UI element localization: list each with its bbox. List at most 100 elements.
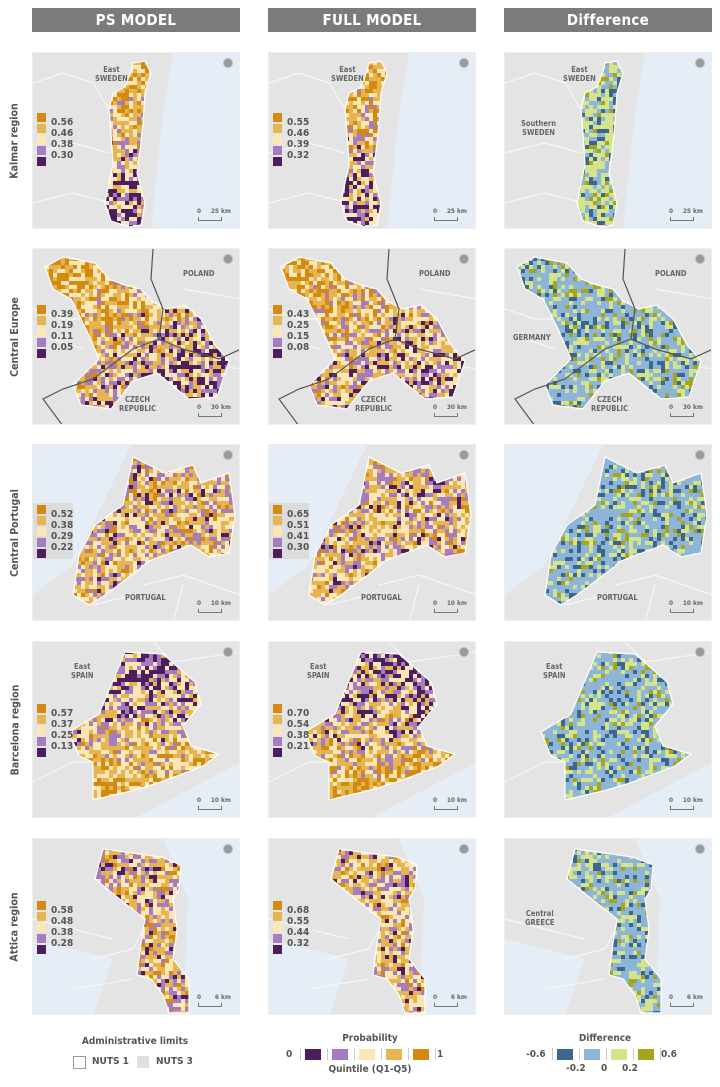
north-arrow-icon xyxy=(695,647,705,657)
scale-end-label: 25 km xyxy=(211,207,231,215)
map-canvas xyxy=(505,53,711,228)
probability-legend: 0 1 xyxy=(284,1048,454,1062)
legend-swatch xyxy=(273,923,282,932)
map-panel-diff[interactable]: East SPAIN 0 10 km xyxy=(504,641,712,818)
north-arrow-icon xyxy=(459,450,469,460)
map-panel-ps[interactable]: East SWEDEN 0.56 0.46 0.38 0.30 0 25 km xyxy=(32,52,240,229)
north-arrow-icon xyxy=(223,844,233,854)
nuts3-boundary xyxy=(33,918,144,990)
legend-swatch xyxy=(37,923,46,932)
map-canvas xyxy=(33,839,239,1014)
probability-legend-title: Probability xyxy=(300,1033,440,1044)
place-label: CZECH REPUBLIC xyxy=(355,395,392,413)
nuts1-boundary xyxy=(340,60,388,228)
legend-break-value: 0.44 xyxy=(287,928,309,938)
place-label: East SPAIN xyxy=(543,662,566,680)
legend-break-value: 0.13 xyxy=(51,742,73,752)
legend-swatch xyxy=(37,912,46,921)
scale-start-label: 0 xyxy=(669,993,673,1001)
nuts1-boundary xyxy=(72,456,236,606)
scale-start-label: 0 xyxy=(197,796,201,804)
row-label-text: Central Portugal xyxy=(9,489,21,577)
legend-tick xyxy=(552,1048,553,1060)
scale-end-label: 10 km xyxy=(447,599,467,607)
scale-bar: 0 10 km xyxy=(197,599,231,613)
legend-break-value: 0.11 xyxy=(51,332,73,342)
probability-min-label: 0 xyxy=(286,1049,292,1060)
map-panel-diff[interactable]: East SWEDEN Southern SWEDEN 0 25 km xyxy=(504,52,712,229)
map-canvas xyxy=(269,249,475,424)
probability-max-label: 1 xyxy=(437,1049,443,1060)
legend-break-value: 0.55 xyxy=(287,118,309,128)
scale-end-label: 30 km xyxy=(447,403,467,411)
legend-swatch xyxy=(273,934,282,943)
map-canvas xyxy=(269,53,475,228)
scale-start-label: 0 xyxy=(197,993,201,1001)
sea-area xyxy=(33,839,239,1014)
map-panel-ps[interactable]: PORTUGAL 0.52 0.38 0.29 0.22 0 10 km xyxy=(32,444,240,621)
legend-swatch xyxy=(37,505,46,514)
quintile-legend: 0.39 0.19 0.11 0.05 xyxy=(37,303,77,359)
scale-bar: 0 25 km xyxy=(197,207,231,221)
legend-break-value: 0.05 xyxy=(51,343,73,353)
legend-tick xyxy=(579,1048,580,1060)
map-panel-diff[interactable]: POLAND GERMANY CZECH REPUBLIC 0 30 km xyxy=(504,248,712,425)
legend-swatch xyxy=(37,934,46,943)
nuts1-boundary xyxy=(540,651,693,801)
place-label: PORTUGAL xyxy=(125,593,166,602)
legend-break-value: 0.39 xyxy=(287,140,309,150)
map-panel-full[interactable]: 0.68 0.55 0.44 0.32 0 6 km xyxy=(268,838,476,1015)
map-canvas xyxy=(505,839,711,1014)
scale-bar: 0 10 km xyxy=(433,796,467,810)
row-label-text: Kalmar region xyxy=(9,103,21,178)
north-arrow-icon xyxy=(695,450,705,460)
map-panel-full[interactable]: PORTUGAL 0.65 0.51 0.41 0.30 0 10 km xyxy=(268,444,476,621)
quintile-legend: 0.65 0.51 0.41 0.30 xyxy=(269,503,309,559)
legend-swatch xyxy=(37,113,46,122)
column-header-full-model: FULL MODEL xyxy=(268,8,476,32)
scale-start-label: 0 xyxy=(433,993,437,1001)
legend-swatch xyxy=(37,901,46,910)
scale-end-label: 25 km xyxy=(683,207,703,215)
legend-break-value: 0.56 xyxy=(51,118,73,128)
country-border xyxy=(42,249,239,424)
map-panel-full[interactable]: East SPAIN 0.70 0.54 0.38 0.21 0 10 km xyxy=(268,641,476,818)
sea-area xyxy=(623,53,711,228)
nuts1-boundary xyxy=(304,651,457,801)
north-arrow-icon xyxy=(223,647,233,657)
map-panel-full[interactable]: East SWEDEN 0.55 0.46 0.39 0.32 0 25 km xyxy=(268,52,476,229)
legend-tick xyxy=(354,1048,355,1060)
scale-start-label: 0 xyxy=(669,599,673,607)
difference-min-label: -0.6 xyxy=(526,1049,546,1060)
legend-swatch xyxy=(273,726,282,735)
place-label: Central GREECE xyxy=(525,909,555,927)
map-panel-diff[interactable]: PORTUGAL 0 10 km xyxy=(504,444,712,621)
map-panel-full[interactable]: POLAND CZECH REPUBLIC 0.43 0.25 0.15 0.08 0 30 … xyxy=(268,248,476,425)
map-panel-ps[interactable]: POLAND CZECH REPUBLIC 0.39 0.19 0.11 0.05 0 30 … xyxy=(32,248,240,425)
legend-break-value: 0.46 xyxy=(287,129,309,139)
legend-break-value: 0.28 xyxy=(51,939,73,949)
scale-bar: 0 25 km xyxy=(433,207,467,221)
row-label: Central Europe xyxy=(2,248,28,425)
legend-tick xyxy=(435,1048,436,1060)
scale-end-label: 30 km xyxy=(683,403,703,411)
scale-bar: 0 10 km xyxy=(669,599,703,613)
legend-break-value: 0.21 xyxy=(287,742,309,752)
legend-swatch xyxy=(37,135,46,144)
place-label: Southern SWEDEN xyxy=(521,119,556,137)
map-canvas xyxy=(33,445,239,620)
sea-area xyxy=(505,839,711,1014)
legend-swatch xyxy=(273,157,282,166)
north-arrow-icon xyxy=(459,844,469,854)
legend-swatch xyxy=(37,305,46,314)
nuts1-swatch xyxy=(73,1056,86,1069)
legend-break-value: 0.25 xyxy=(287,321,309,331)
map-panel-ps[interactable]: 0.58 0.48 0.38 0.28 0 6 km xyxy=(32,838,240,1015)
north-arrow-icon xyxy=(459,647,469,657)
north-arrow-icon xyxy=(223,254,233,264)
country-border xyxy=(278,249,475,424)
map-panel-diff[interactable]: Central GREECE 0 6 km xyxy=(504,838,712,1015)
map-panel-ps[interactable]: East SPAIN 0.57 0.37 0.25 0.13 0 10 km xyxy=(32,641,240,818)
place-label: East SWEDEN xyxy=(331,65,364,83)
legend-swatch xyxy=(37,157,46,166)
